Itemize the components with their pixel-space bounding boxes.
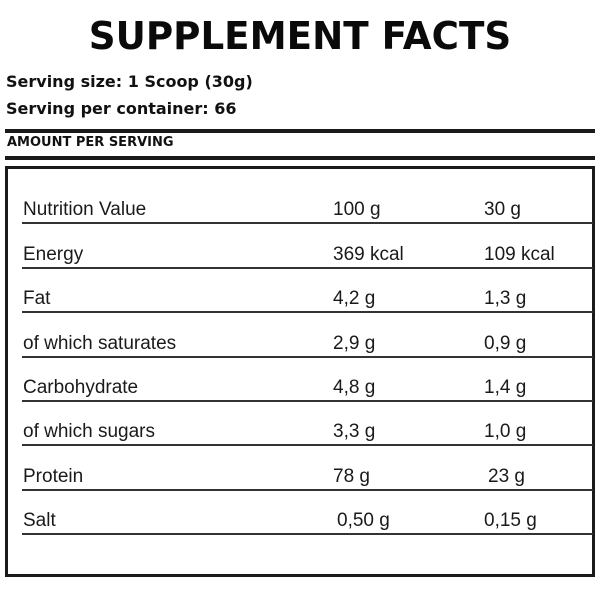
row-label: Protein <box>23 466 84 487</box>
table-row: Protein 78 g 23 g <box>22 459 593 491</box>
row-label: Energy <box>23 244 84 265</box>
row-value-serving: 1,3 g <box>484 288 527 309</box>
divider-top <box>5 129 595 133</box>
row-label: Carbohydrate <box>23 377 139 398</box>
table-row-header: Nutrition Value 100 g 30 g <box>22 192 593 224</box>
row-label: Fat <box>23 288 51 309</box>
row-value-serving: 1,0 g <box>484 421 527 442</box>
row-value-serving: 0,15 g <box>484 510 537 531</box>
table-row: Fat 4,2 g 1,3 g <box>22 281 593 313</box>
row-value-serving: 0,9 g <box>484 333 527 354</box>
servings-per-container: Serving per container: 66 <box>6 99 237 118</box>
table-row: of which sugars 3,3 g 1,0 g <box>22 414 593 446</box>
table-row: Salt 0,50 g 0,15 g <box>22 503 593 535</box>
row-label: Nutrition Value <box>23 199 147 220</box>
row-value-serving: 30 g <box>484 199 521 220</box>
amount-per-serving-heading: AMOUNT PER SERVING <box>7 135 174 150</box>
row-value-serving: 23 g <box>488 466 525 487</box>
page-title: SUPPLEMENT FACTS <box>88 14 512 58</box>
row-label: of which saturates <box>23 333 177 354</box>
row-label: Salt <box>23 510 56 531</box>
table-row: of which saturates 2,9 g 0,9 g <box>22 326 593 358</box>
row-value-serving: 1,4 g <box>484 377 527 398</box>
table-row: Carbohydrate 4,8 g 1,4 g <box>22 370 593 402</box>
row-value-100g: 369 kcal <box>333 244 404 265</box>
table-row: Energy 369 kcal 109 kcal <box>22 237 593 269</box>
nutrition-table-box <box>5 166 595 577</box>
serving-size: Serving size: 1 Scoop (30g) <box>6 72 253 91</box>
row-value-100g: 4,8 g <box>333 377 376 398</box>
row-value-serving: 109 kcal <box>484 244 555 265</box>
row-value-100g: 4,2 g <box>333 288 376 309</box>
row-value-100g: 2,9 g <box>333 333 376 354</box>
row-value-100g: 78 g <box>333 466 370 487</box>
row-value-100g: 0,50 g <box>337 510 390 531</box>
row-label: of which sugars <box>23 421 156 442</box>
divider-bottom <box>5 156 595 160</box>
row-value-100g: 3,3 g <box>333 421 376 442</box>
row-value-100g: 100 g <box>333 199 381 220</box>
